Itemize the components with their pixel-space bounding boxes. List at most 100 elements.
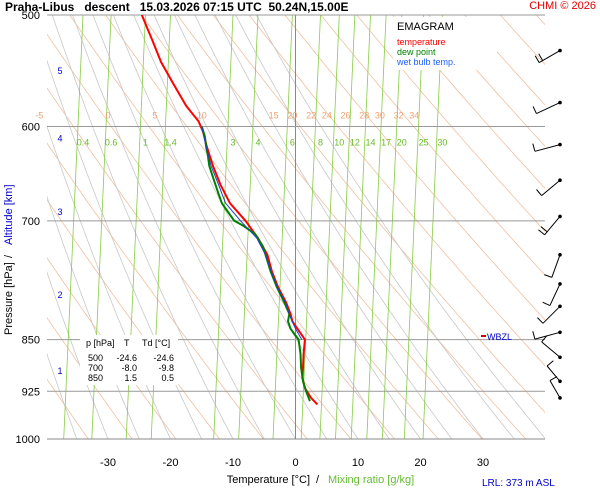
dry-adiabat-label: 30 xyxy=(375,110,385,120)
pressure-tick-label: 1000 xyxy=(16,434,40,446)
wind-barb-staff xyxy=(541,179,561,196)
series-line-dewpoint xyxy=(200,126,311,402)
wind-barb-staff xyxy=(549,283,561,306)
altitude-tick-label: 4 xyxy=(57,134,62,144)
dry-adiabat-label: -5 xyxy=(35,110,43,120)
mixing-ratio-label: 0.4 xyxy=(77,138,90,148)
table-cell: 850 xyxy=(88,373,103,383)
moist-adiabat-line xyxy=(92,15,296,440)
dry-adiabat-line xyxy=(141,15,483,440)
wind-barb-feather xyxy=(532,143,536,152)
dry-adiabat-label: 10 xyxy=(197,110,207,120)
altitude-tick-label: 3 xyxy=(57,207,62,217)
table-cell: 500 xyxy=(88,353,103,363)
pressure-tick-label: 700 xyxy=(22,216,40,228)
wind-barb-feather xyxy=(544,274,552,278)
dry-adiabat-label: 15 xyxy=(269,110,279,120)
mixing-ratio-line xyxy=(382,15,403,440)
table-header-p: p [hPa] xyxy=(86,338,115,348)
dry-adiabat-label: 0 xyxy=(105,110,110,120)
dry-adiabat-line xyxy=(47,199,220,440)
wind-barb-dot xyxy=(558,253,562,257)
data-table-box xyxy=(80,335,178,385)
dry-adiabat-label: 5 xyxy=(152,110,157,120)
series-line-wetbulb xyxy=(201,126,303,340)
temperature-tick-label: -30 xyxy=(100,457,116,469)
mixing-ratio-line xyxy=(422,15,443,440)
dry-adiabat-line xyxy=(47,317,133,440)
dry-adiabat-line xyxy=(47,378,89,440)
moist-adiabat-line xyxy=(214,15,484,440)
dry-adiabat-line xyxy=(47,33,352,440)
mixing-ratio-label: 8 xyxy=(318,138,323,148)
mixing-ratio-line xyxy=(300,15,321,440)
dry-adiabat-line xyxy=(356,15,545,232)
mixing-ratio-label: 6 xyxy=(290,138,295,148)
dry-adiabat-label: 22 xyxy=(306,110,316,120)
wind-barb-dot xyxy=(558,396,562,400)
wind-barb-staff xyxy=(549,380,561,399)
mixing-ratio-line xyxy=(366,15,387,440)
wind-barb-feather xyxy=(540,226,548,233)
temperature-tick-label: 30 xyxy=(477,457,489,469)
altitude-tick-label: 5 xyxy=(57,66,62,76)
mixing-ratio-line xyxy=(238,15,259,440)
pressure-tick-label: 500 xyxy=(22,10,40,22)
y-axis-title-pressure: Pressure [hPa] xyxy=(3,262,15,335)
wind-barb-feather xyxy=(549,376,558,382)
y-axis-title-altitude: Altitude [km] xyxy=(3,184,15,245)
wind-barb-dot xyxy=(558,379,562,384)
mixing-ratio-label: 0.6 xyxy=(105,138,118,148)
dry-adiabat-line xyxy=(463,15,545,106)
wind-barb-feather xyxy=(538,229,545,236)
wind-barb-feather xyxy=(541,335,548,343)
table-cell: -24.6 xyxy=(153,353,174,363)
wind-barb-staff xyxy=(534,331,561,340)
wind-barb-dot xyxy=(558,214,562,219)
wind-barb-feather xyxy=(532,106,537,114)
mixing-ratio-label: 14 xyxy=(365,138,375,148)
moist-adiabat-line xyxy=(47,125,171,440)
wind-barb-dot xyxy=(558,48,562,53)
moist-adiabat-line xyxy=(47,59,203,440)
copyright-label: CHMI © 2026 xyxy=(529,0,596,12)
wind-barb-dot xyxy=(558,282,562,286)
data-table: p [hPa] T Td [°C] 500 -24.6 -24.6 700 -8… xyxy=(86,338,174,383)
moist-adiabat-line xyxy=(112,15,328,440)
mixing-ratio-label: 30 xyxy=(437,138,447,148)
mixing-ratio-line xyxy=(319,15,340,440)
wind-barb-dot xyxy=(558,178,562,182)
dry-adiabat-line xyxy=(392,15,545,189)
table-cell: -9.8 xyxy=(158,363,174,373)
pressure-tick-label: 600 xyxy=(22,122,40,134)
dry-adiabat-line xyxy=(105,15,439,440)
x-axis-title-separator: / xyxy=(316,474,320,486)
altitude-tick-label: 1 xyxy=(57,366,62,376)
wind-barb-feather xyxy=(542,301,551,307)
table-cell: -24.6 xyxy=(116,353,137,363)
table-header-td: Td [°C] xyxy=(142,338,170,348)
moist-adiabat-line xyxy=(133,15,359,440)
wind-barb-staff xyxy=(536,102,561,115)
chart-title: Praha-Libus descent 15.03.2026 07:15 UTC… xyxy=(5,0,349,14)
moist-adiabat-line xyxy=(235,15,515,440)
wind-barbs xyxy=(532,48,562,400)
station-marker-label: WBZL xyxy=(487,332,512,342)
mixing-ratio-label: 20 xyxy=(397,138,407,148)
mixing-ratio-line xyxy=(213,15,234,440)
wind-barb-staff xyxy=(534,144,561,152)
dry-adiabat-label: 20 xyxy=(287,110,297,120)
moist-adiabat-line xyxy=(47,271,109,440)
chart-background xyxy=(0,14,600,500)
wind-barb-staff xyxy=(551,254,561,278)
wind-barb-feather xyxy=(546,360,554,367)
dry-adiabat-line xyxy=(47,142,264,440)
series-layer xyxy=(140,15,319,406)
mixing-ratio-label: 12 xyxy=(350,138,360,148)
dry-adiabat-line xyxy=(69,15,395,440)
moist-adiabat-line xyxy=(194,15,453,440)
series-line-temperature xyxy=(140,15,319,406)
table-header-t: T xyxy=(124,338,130,348)
dry-adiabat-label: 24 xyxy=(322,110,332,120)
